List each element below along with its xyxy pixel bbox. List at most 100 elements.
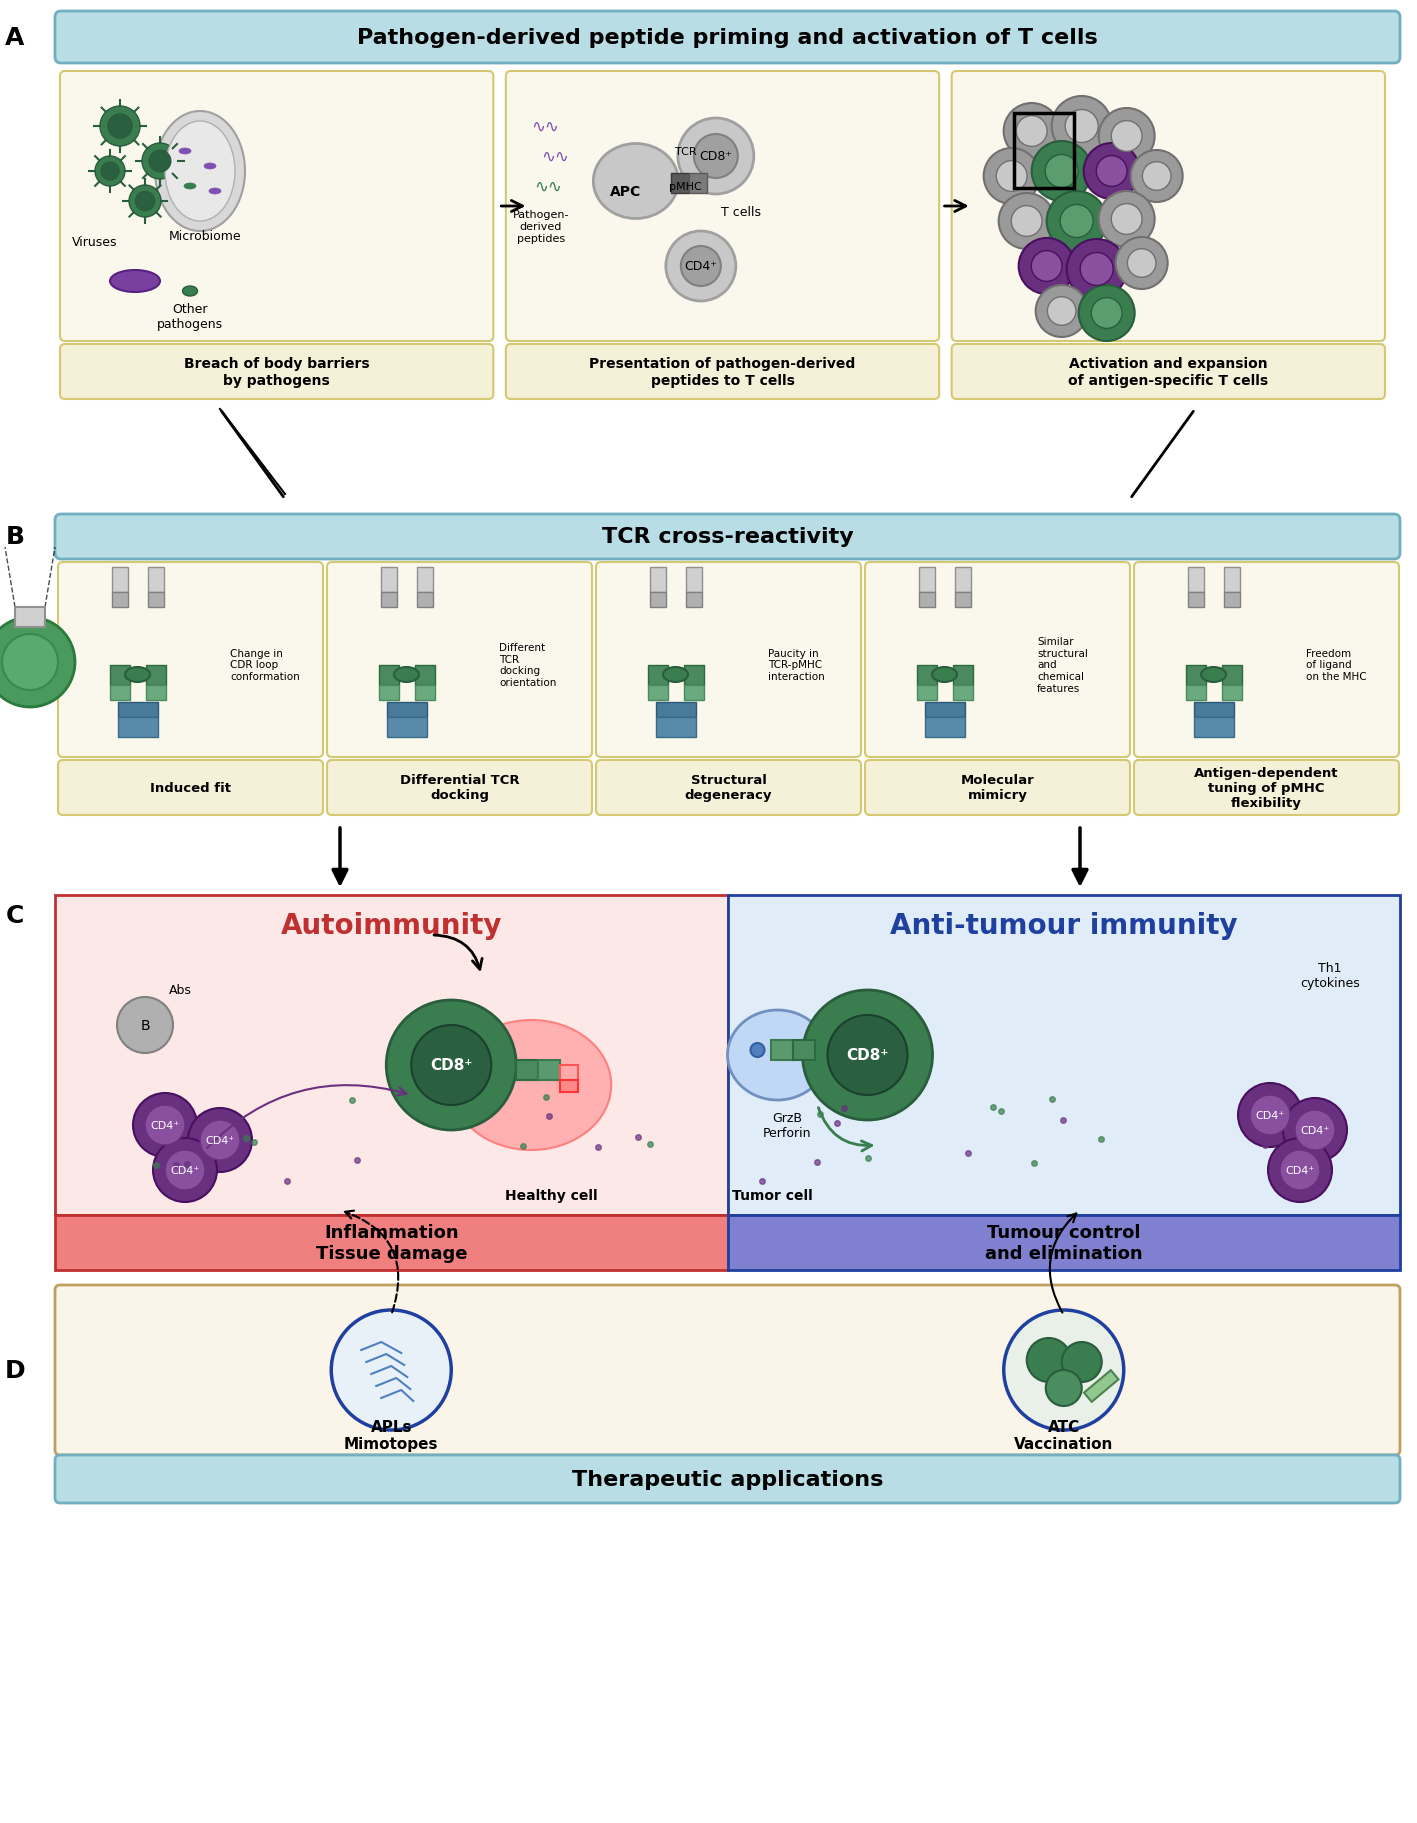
Text: CD4⁺: CD4⁺ bbox=[1285, 1165, 1315, 1176]
Ellipse shape bbox=[727, 1010, 828, 1101]
Bar bbox=[1223, 567, 1240, 592]
Bar bbox=[516, 1061, 538, 1081]
Text: Differential TCR
docking: Differential TCR docking bbox=[400, 775, 519, 802]
Bar bbox=[1193, 716, 1234, 736]
Bar bbox=[378, 665, 398, 685]
Bar bbox=[1221, 685, 1241, 700]
Ellipse shape bbox=[1202, 667, 1226, 682]
Bar bbox=[924, 716, 965, 736]
FancyBboxPatch shape bbox=[58, 563, 323, 758]
FancyBboxPatch shape bbox=[864, 760, 1129, 815]
Circle shape bbox=[164, 1150, 205, 1190]
Bar bbox=[952, 685, 972, 700]
Circle shape bbox=[95, 157, 125, 188]
Circle shape bbox=[411, 1025, 492, 1105]
Text: CD4⁺: CD4⁺ bbox=[1301, 1125, 1329, 1136]
Text: Therapeutic applications: Therapeutic applications bbox=[572, 1469, 883, 1489]
Circle shape bbox=[1111, 122, 1142, 153]
Bar bbox=[649, 592, 666, 607]
Ellipse shape bbox=[208, 190, 221, 195]
Text: Activation and expansion
of antigen-specific T cells: Activation and expansion of antigen-spec… bbox=[1068, 357, 1268, 386]
Bar bbox=[560, 1081, 578, 1092]
Bar bbox=[415, 685, 435, 700]
Bar bbox=[381, 592, 397, 607]
FancyBboxPatch shape bbox=[597, 563, 862, 758]
Text: Structural
degeneracy: Structural degeneracy bbox=[684, 775, 772, 802]
Text: ATC
Vaccination: ATC Vaccination bbox=[1015, 1418, 1114, 1451]
Text: Healthy cell: Healthy cell bbox=[504, 1189, 598, 1203]
Bar bbox=[146, 685, 166, 700]
Circle shape bbox=[1060, 206, 1093, 239]
Text: Freedom
of ligand
on the MHC: Freedom of ligand on the MHC bbox=[1306, 649, 1367, 682]
Bar bbox=[109, 685, 129, 700]
Circle shape bbox=[1078, 286, 1135, 343]
FancyBboxPatch shape bbox=[597, 760, 862, 815]
FancyBboxPatch shape bbox=[952, 345, 1384, 399]
Text: Other
pathogens: Other pathogens bbox=[157, 303, 222, 330]
Bar bbox=[771, 1041, 792, 1061]
Text: TCR: TCR bbox=[674, 148, 697, 157]
FancyBboxPatch shape bbox=[506, 345, 939, 399]
Text: D: D bbox=[4, 1358, 26, 1382]
Bar bbox=[918, 592, 934, 607]
Circle shape bbox=[677, 118, 754, 195]
Ellipse shape bbox=[125, 667, 150, 682]
Bar bbox=[1186, 665, 1206, 685]
Ellipse shape bbox=[394, 667, 419, 682]
FancyBboxPatch shape bbox=[55, 1285, 1400, 1455]
Circle shape bbox=[1046, 155, 1078, 188]
Circle shape bbox=[1012, 206, 1041, 237]
Text: ∿∿: ∿∿ bbox=[531, 118, 558, 137]
Text: Inflammation
Tissue damage: Inflammation Tissue damage bbox=[316, 1223, 468, 1262]
FancyBboxPatch shape bbox=[1134, 760, 1399, 815]
Text: ∿∿: ∿∿ bbox=[541, 148, 568, 166]
FancyBboxPatch shape bbox=[60, 345, 493, 399]
Bar bbox=[112, 592, 128, 607]
Text: TCR cross-reactivity: TCR cross-reactivity bbox=[602, 527, 853, 547]
Ellipse shape bbox=[111, 272, 160, 294]
Bar bbox=[648, 665, 667, 685]
FancyBboxPatch shape bbox=[55, 1455, 1400, 1504]
Circle shape bbox=[133, 1094, 197, 1158]
Text: Viruses: Viruses bbox=[72, 235, 118, 248]
Ellipse shape bbox=[154, 111, 245, 232]
Bar bbox=[147, 592, 163, 607]
Circle shape bbox=[1098, 109, 1155, 164]
Circle shape bbox=[1003, 1311, 1124, 1431]
Bar bbox=[16, 607, 45, 627]
Circle shape bbox=[1098, 191, 1155, 248]
Circle shape bbox=[149, 151, 171, 173]
Text: ∿∿: ∿∿ bbox=[534, 179, 561, 195]
Text: CD8⁺: CD8⁺ bbox=[846, 1048, 888, 1063]
Bar bbox=[792, 1041, 815, 1061]
Circle shape bbox=[1016, 117, 1047, 148]
Bar bbox=[55, 1216, 727, 1271]
Circle shape bbox=[1091, 299, 1122, 330]
Circle shape bbox=[1131, 151, 1183, 202]
Bar bbox=[686, 592, 701, 607]
Text: Change in
CDR loop
conformation: Change in CDR loop conformation bbox=[230, 649, 300, 682]
Text: CD4⁺: CD4⁺ bbox=[684, 261, 717, 273]
Ellipse shape bbox=[751, 1043, 765, 1057]
Bar bbox=[683, 665, 703, 685]
Bar bbox=[1084, 1371, 1118, 1402]
Circle shape bbox=[153, 1138, 217, 1203]
Bar bbox=[1221, 665, 1241, 685]
Text: Th1
cytokines: Th1 cytokines bbox=[1301, 961, 1360, 990]
Bar bbox=[109, 665, 129, 685]
Bar bbox=[118, 702, 157, 716]
Circle shape bbox=[1036, 286, 1088, 337]
Text: Similar
structural
and
chemical
features: Similar structural and chemical features bbox=[1037, 636, 1088, 693]
FancyBboxPatch shape bbox=[55, 514, 1400, 560]
Circle shape bbox=[1238, 1083, 1302, 1147]
Bar bbox=[656, 716, 696, 736]
Ellipse shape bbox=[183, 286, 197, 297]
Bar bbox=[560, 1065, 578, 1081]
Circle shape bbox=[1280, 1150, 1321, 1190]
Text: Abs: Abs bbox=[169, 984, 191, 997]
FancyBboxPatch shape bbox=[952, 71, 1384, 343]
Circle shape bbox=[983, 149, 1040, 204]
Text: Breach of body barriers
by pathogens: Breach of body barriers by pathogens bbox=[184, 357, 370, 386]
Text: Paucity in
TCR-pMHC
interaction: Paucity in TCR-pMHC interaction bbox=[768, 649, 825, 682]
Bar bbox=[112, 567, 128, 592]
